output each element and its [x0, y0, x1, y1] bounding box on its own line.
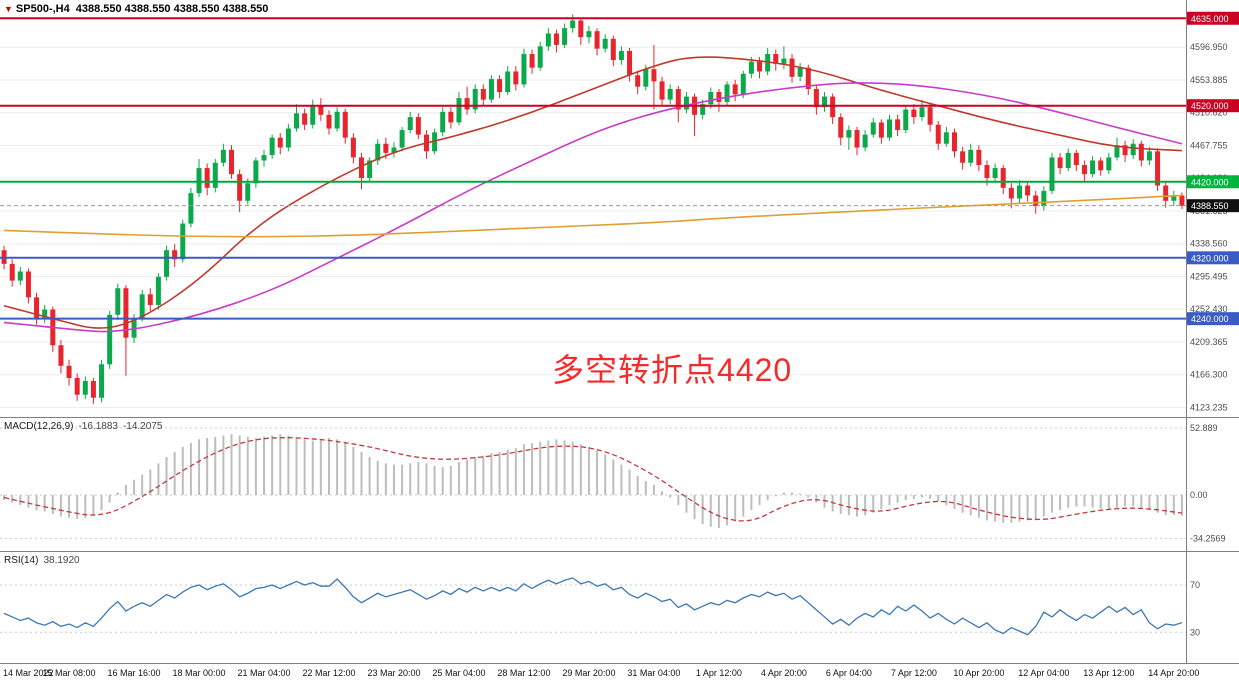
time-axis-label: 29 Mar 20:00 — [562, 668, 616, 678]
svg-text:4240.000: 4240.000 — [1191, 314, 1229, 324]
horizontal-level-lines — [0, 17, 1186, 320]
time-axis-label: 16 Mar 16:00 — [107, 668, 161, 678]
time-axis[interactable]: 14 Mar 2022 15 Mar 08:00 16 Mar 16:00 18 Ma… — [0, 664, 1239, 685]
svg-text:4338.560: 4338.560 — [1190, 239, 1228, 249]
macd-signal-value: -14.2075 — [122, 421, 163, 432]
time-axis-label: 23 Mar 20:00 — [367, 668, 421, 678]
svg-text:4209.365: 4209.365 — [1190, 337, 1228, 347]
svg-text:4123.235: 4123.235 — [1190, 402, 1228, 412]
price-axis-badges: 4635.000 4520.000 4420.000 4388.550 4320.000… — [1187, 11, 1239, 326]
svg-text:4553.885: 4553.885 — [1190, 75, 1228, 85]
rsi-indicator-label: RSI(14) — [4, 555, 39, 566]
time-axis-label: 6 Apr 04:00 — [825, 668, 872, 678]
svg-text:4635.000: 4635.000 — [1191, 14, 1229, 24]
macd-histogram — [3, 434, 1183, 528]
macd-value: -16.1883 — [78, 421, 118, 432]
time-axis-label: 22 Mar 12:00 — [302, 668, 356, 678]
svg-text:52.889: 52.889 — [1190, 423, 1218, 433]
dropdown-arrow-icon[interactable]: ▼ — [4, 4, 13, 14]
chart-symbol-header: ▼ SP500-,H4 4388.550 4388.550 4388.550 438… — [4, 3, 268, 15]
svg-text:4510.820: 4510.820 — [1190, 108, 1228, 118]
svg-text:4295.495: 4295.495 — [1190, 271, 1228, 281]
macd-panel: 52.889 0.00 -34.2569 — [0, 423, 1226, 543]
price-axis: 4596.9504553.8854510.8204467.7554424.690… — [1190, 42, 1228, 412]
svg-text:70: 70 — [1190, 580, 1200, 590]
time-axis-label: 21 Mar 04:00 — [237, 668, 291, 678]
svg-text:4252.430: 4252.430 — [1190, 304, 1228, 314]
svg-text:4388.550: 4388.550 — [1191, 201, 1229, 211]
svg-text:30: 30 — [1190, 627, 1200, 637]
svg-text:-34.2569: -34.2569 — [1190, 533, 1226, 543]
svg-text:4467.755: 4467.755 — [1190, 140, 1228, 150]
ma-fast-red — [3, 56, 1182, 329]
time-axis-label: 28 Mar 12:00 — [497, 668, 551, 678]
rsi-indicator-header: RSI(14) 38.1920 — [4, 555, 80, 566]
time-axis-label: 1 Apr 12:00 — [695, 668, 742, 678]
rsi-panel: 70 30 — [0, 577, 1200, 637]
time-axis-label: 25 Mar 04:00 — [432, 668, 486, 678]
time-axis-label: 13 Apr 12:00 — [1083, 668, 1135, 678]
ma-slow-magenta — [3, 82, 1183, 333]
svg-text:0.00: 0.00 — [1190, 490, 1208, 500]
macd-indicator-label: MACD(12,26,9) — [4, 421, 74, 432]
time-axis-label: 31 Mar 04:00 — [627, 668, 681, 678]
candles — [1, 14, 1185, 404]
time-axis-label: 14 Apr 20:00 — [1148, 668, 1200, 678]
time-axis-label: 4 Apr 20:00 — [760, 668, 807, 678]
svg-text:4596.950: 4596.950 — [1190, 42, 1228, 52]
time-axis-label: 12 Apr 04:00 — [1018, 668, 1070, 678]
symbol-timeframe-label: SP500-,H4 — [15, 3, 70, 15]
svg-text:4420.000: 4420.000 — [1191, 177, 1229, 187]
time-axis-label: 14 Mar 2022 — [3, 668, 54, 678]
price-grid — [0, 46, 1186, 408]
time-axis-label: 15 Mar 08:00 — [42, 668, 96, 678]
time-axis-label: 10 Apr 20:00 — [953, 668, 1005, 678]
rsi-line — [3, 577, 1183, 636]
macd-signal-line — [3, 437, 1183, 522]
time-axis-label: 18 Mar 00:00 — [172, 668, 226, 678]
svg-text:4166.300: 4166.300 — [1190, 370, 1228, 380]
ohlc-values-label: 4388.550 4388.550 4388.550 4388.550 — [75, 3, 269, 15]
svg-text:4520.000: 4520.000 — [1191, 101, 1229, 111]
ma-long-orange — [4, 194, 1182, 238]
svg-text:4320.000: 4320.000 — [1191, 253, 1229, 263]
chart-annotation-text: 多空转折点4420 — [552, 352, 793, 388]
rsi-value: 38.1920 — [43, 555, 80, 566]
macd-indicator-header: MACD(12,26,9) -16.1883 -14.2075 — [4, 421, 162, 432]
time-axis-label: 7 Apr 12:00 — [890, 668, 937, 678]
